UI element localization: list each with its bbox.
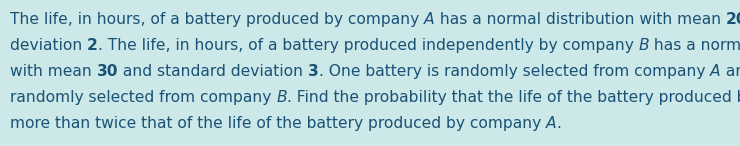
Text: more than twice that of the life of the battery produced by company: more than twice that of the life of the … <box>10 116 546 131</box>
Text: with mean: with mean <box>10 64 97 79</box>
Text: A: A <box>424 12 435 27</box>
Text: . One battery is randomly selected from company: . One battery is randomly selected from … <box>319 64 710 79</box>
Text: 30: 30 <box>97 64 118 79</box>
Text: deviation: deviation <box>10 38 87 53</box>
Text: and standard deviation: and standard deviation <box>118 64 308 79</box>
Text: The life, in hours, of a battery produced by company: The life, in hours, of a battery produce… <box>10 12 424 27</box>
Text: 20: 20 <box>726 12 740 27</box>
Text: and one battery is: and one battery is <box>721 64 740 79</box>
Text: . Find the probability that the life of the battery produced by company: . Find the probability that the life of … <box>287 90 740 105</box>
Text: A: A <box>546 116 556 131</box>
Text: randomly selected from company: randomly selected from company <box>10 90 276 105</box>
Text: . The life, in hours, of a battery produced independently by company: . The life, in hours, of a battery produ… <box>98 38 639 53</box>
Text: 2: 2 <box>87 38 98 53</box>
Text: B: B <box>639 38 650 53</box>
Text: B: B <box>276 90 287 105</box>
Text: .: . <box>556 116 562 131</box>
Text: has a normal distribution: has a normal distribution <box>650 38 740 53</box>
Text: has a normal distribution with mean: has a normal distribution with mean <box>435 12 726 27</box>
Text: 3: 3 <box>308 64 319 79</box>
Text: A: A <box>710 64 721 79</box>
